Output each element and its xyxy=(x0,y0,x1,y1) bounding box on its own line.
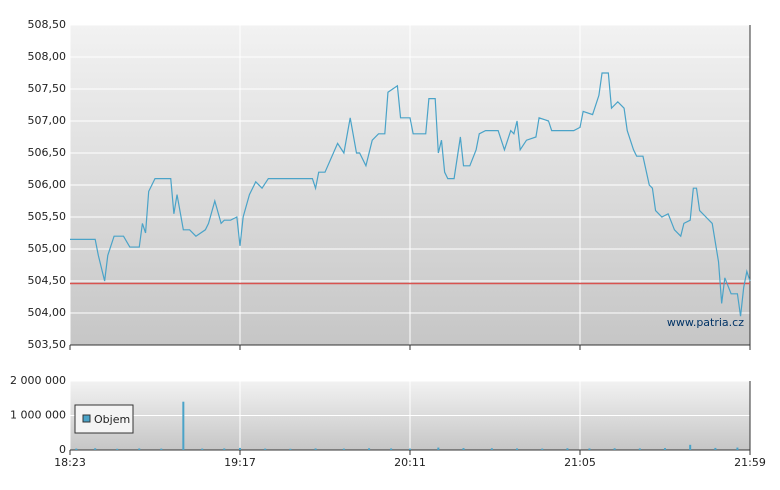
y-tick-label: 506,50 xyxy=(28,146,67,159)
y-tick-label: 508,50 xyxy=(28,18,67,31)
volume-bar xyxy=(516,448,519,450)
volume-bar xyxy=(201,448,204,450)
x-tick-label: 18:23 xyxy=(54,456,86,469)
y-tick-label: 508,00 xyxy=(28,50,67,63)
volume-bar xyxy=(437,447,440,450)
y-tick-label: 505,50 xyxy=(28,210,67,223)
volume-bar xyxy=(736,447,739,450)
volume-bar xyxy=(368,448,371,450)
volume-bar xyxy=(239,447,241,450)
volume-bar xyxy=(94,448,97,450)
volume-bar xyxy=(664,448,666,450)
volume-bar xyxy=(182,401,185,450)
volume-bar xyxy=(566,448,569,450)
y-tick-label: 2 000 000 xyxy=(10,374,66,387)
volume-bar xyxy=(390,448,393,450)
volume-bar xyxy=(409,448,411,450)
y-tick-label: 504,50 xyxy=(28,274,67,287)
price-line xyxy=(70,72,751,317)
volume-bar xyxy=(462,448,465,450)
volume-bar xyxy=(342,448,345,450)
x-tick-label: 20:11 xyxy=(394,456,426,469)
volume-bar xyxy=(264,448,267,450)
volume-bar xyxy=(541,448,544,450)
y-tick-label: 504,00 xyxy=(28,306,67,319)
volume-bar xyxy=(75,448,78,450)
volume-bar xyxy=(638,448,641,450)
x-tick-label: 21:59 xyxy=(734,456,766,469)
volume-bar xyxy=(490,448,493,450)
volume-bar xyxy=(160,448,163,450)
volume-bar xyxy=(289,448,292,450)
y-tick-label: 505,00 xyxy=(28,242,67,255)
volume-bar xyxy=(714,447,717,450)
volume-bar xyxy=(613,448,616,450)
volume-bar xyxy=(116,448,119,450)
y-tick-label: 507,00 xyxy=(28,114,67,127)
y-tick-label: 506,00 xyxy=(28,178,67,191)
x-tick-label: 19:17 xyxy=(224,456,256,469)
y-tick-label: 503,50 xyxy=(28,338,67,351)
y-tick-label: 507,50 xyxy=(28,82,67,95)
volume-bar xyxy=(588,448,591,450)
x-tick-label: 21:05 xyxy=(564,456,596,469)
volume-bar xyxy=(223,448,226,450)
legend-label: Objem xyxy=(94,413,130,426)
volume-bar xyxy=(689,444,692,450)
y-tick-label: 0 xyxy=(59,443,66,456)
y-tick-label: 1 000 000 xyxy=(10,409,66,422)
volume-bar xyxy=(138,448,141,450)
watermark: www.patria.cz xyxy=(667,316,744,329)
legend-swatch xyxy=(82,414,91,423)
volume-bar xyxy=(314,448,317,450)
